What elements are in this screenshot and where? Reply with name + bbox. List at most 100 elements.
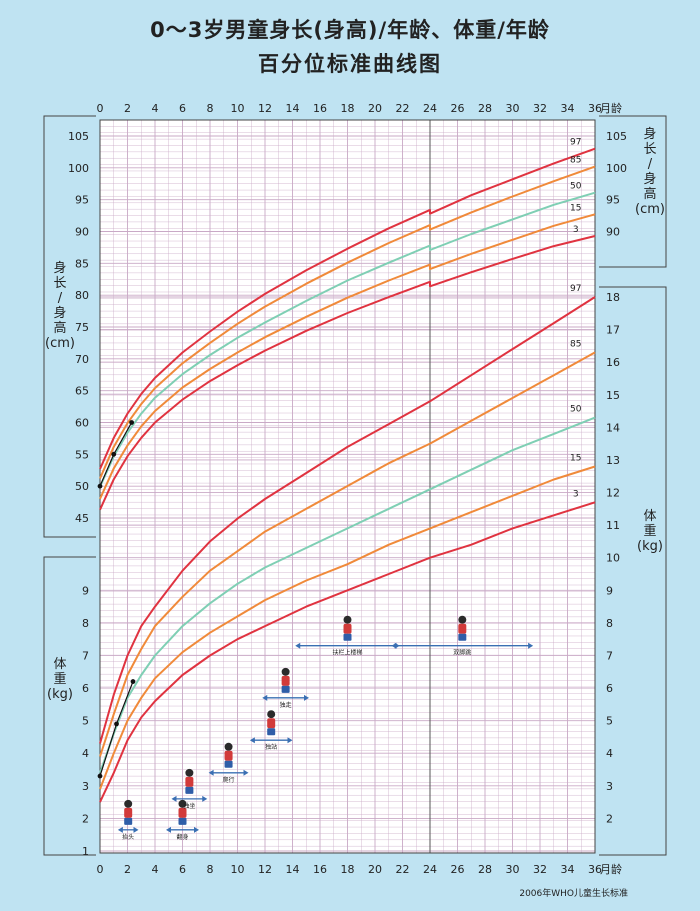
x-tick-label-top: 34	[561, 102, 575, 115]
child-figure-icon	[343, 615, 352, 641]
figure-body	[458, 623, 467, 634]
weight-tick-left: 4	[82, 747, 89, 760]
height-child-point	[111, 451, 117, 457]
height-tick-left: 50	[75, 480, 89, 493]
weight-child-point	[114, 721, 119, 727]
milestone-arrowhead-left	[208, 769, 214, 776]
figure-body	[281, 675, 290, 686]
weight-tick-right: 14	[606, 421, 620, 434]
milestone-arrowhead-right	[304, 694, 309, 701]
grid-lines	[99, 119, 596, 853]
weight-tick-right: 3	[606, 780, 613, 793]
weight-tick-right: 8	[606, 617, 613, 630]
x-tick-label-bottom: 36	[588, 863, 602, 876]
x-tick-label-top: 4	[152, 102, 159, 115]
figure-body	[343, 623, 352, 634]
x-tick-label-top: 2	[124, 102, 131, 115]
x-tick-label-bottom: 0	[97, 863, 104, 876]
weight-tick-left: 3	[82, 780, 89, 793]
weight-tick-right: 17	[606, 324, 620, 337]
right-height-bracket	[599, 115, 667, 268]
weight-tick-right: 15	[606, 389, 620, 402]
x-tick-label-top: 8	[207, 102, 214, 115]
weight-axis-label-left: 体	[53, 657, 66, 672]
x-tick-label-bottom: 22	[396, 863, 410, 876]
weight-axis-label-right: (kg)	[637, 539, 663, 554]
x-tick-label-top: 26	[451, 102, 465, 115]
x-tick-label-top: 12	[258, 102, 272, 115]
weight-tick-right: 10	[606, 552, 620, 565]
height-axis-label-left: (cm)	[45, 336, 75, 351]
weight-curve-p85	[99, 351, 596, 757]
x-tick-label-bottom: 6	[179, 863, 186, 876]
height-percentile-label: 15	[570, 203, 581, 213]
weight-tick-right: 12	[606, 487, 620, 500]
x-tick-label-bottom: 24	[423, 863, 437, 876]
height-percentile-label: 97	[570, 138, 581, 148]
x-tick-label-bottom: 20	[368, 863, 382, 876]
x-tick-label-bottom: 2	[124, 863, 131, 876]
weight-tick-right: 9	[606, 584, 613, 597]
weight-tick-right: 18	[606, 291, 620, 304]
weight-curve-p50	[99, 416, 596, 774]
height-tick-left: 90	[75, 226, 89, 239]
x-tick-label-top: 28	[478, 102, 492, 115]
child-figure-icon	[185, 768, 194, 794]
x-tick-label-bottom: 8	[207, 863, 214, 876]
figure-legs	[178, 817, 187, 825]
weight-tick-left: 5	[82, 715, 89, 728]
height-tick-left: 70	[75, 353, 89, 366]
left-height-bracket	[43, 115, 96, 538]
x-tick-label-bottom: 14	[286, 863, 300, 876]
milestone-label: 抬头	[122, 833, 134, 841]
child-figure-icon	[267, 710, 276, 736]
height-axis-label-right: (cm)	[635, 202, 665, 217]
milestone-arrowhead-left	[295, 642, 301, 649]
child-figure-icon	[224, 742, 233, 768]
figure-head	[185, 768, 194, 777]
height-percentile-label: 50	[570, 182, 582, 192]
figure-legs	[267, 728, 276, 736]
height-axis-label-right: 身	[643, 171, 656, 187]
figure-head	[281, 667, 290, 676]
milestone-arrowhead-right	[133, 826, 139, 833]
x-tick-label-top: 24	[423, 102, 437, 115]
milestone-arrowhead-right	[528, 642, 534, 649]
height-tick-left: 75	[75, 321, 89, 334]
figure-legs	[185, 786, 194, 794]
height-axis-label-right: /	[648, 157, 653, 172]
milestone-label: 独坐	[183, 802, 195, 810]
weight-tick-left: 7	[82, 649, 89, 662]
figure-head	[224, 742, 233, 751]
x-tick-label-bottom: 16	[313, 863, 327, 876]
height-axis-label-left: 长	[53, 276, 66, 291]
height-percentile-label: 85	[570, 156, 581, 166]
left-weight-bracket	[43, 556, 96, 856]
weight-curve-p3	[99, 501, 596, 803]
height-axis-label-left: 身	[53, 305, 66, 321]
milestone-arrowhead-right	[194, 826, 199, 833]
milestone-arrowhead-left	[391, 642, 397, 649]
x-tick-label-bottom: 32	[533, 863, 547, 876]
weight-percentile-label: 85	[570, 339, 581, 349]
figure-head	[458, 615, 467, 624]
height-tick-right: 100	[606, 162, 627, 175]
height-axis-label-right: 身	[643, 126, 656, 142]
height-curve-p85	[99, 165, 596, 479]
milestone-label: 独走	[280, 701, 292, 709]
weight-child-point	[130, 679, 136, 684]
milestone-label: 爬行	[223, 776, 235, 784]
x-tick-label-top: 20	[368, 102, 382, 115]
height-curve-p50	[99, 191, 596, 488]
height-curve-p97	[99, 147, 596, 470]
height-curve-p3	[99, 235, 596, 511]
weight-tick-left: 2	[82, 812, 89, 825]
figure-body	[267, 718, 276, 729]
height-tick-left: 65	[75, 385, 89, 398]
x-tick-label-top: 6	[179, 102, 186, 115]
milestone-arrowhead-right	[202, 795, 208, 802]
weight-axis-label-right: 重	[643, 523, 656, 539]
milestone-arrowhead-right	[243, 769, 249, 776]
x-tick-label-bottom: 28	[478, 863, 492, 876]
chart-title: 0～3岁男童身长(身高)/年龄、体重/年龄	[150, 18, 550, 42]
